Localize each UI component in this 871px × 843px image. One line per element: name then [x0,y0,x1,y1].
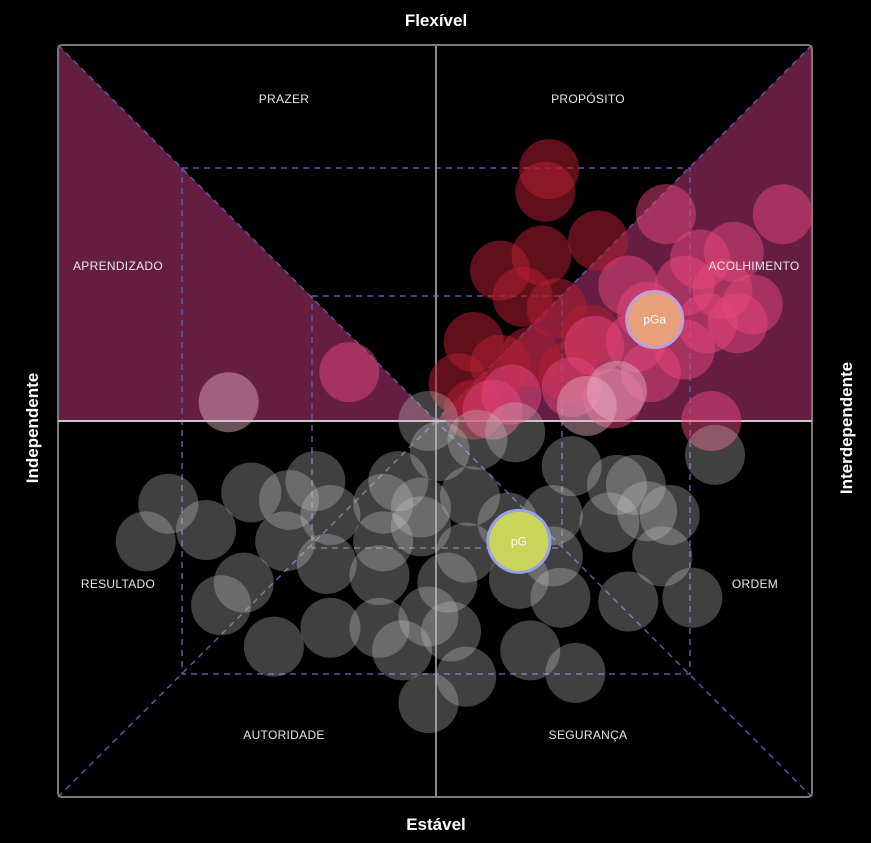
point-cloud [115,139,813,733]
axis-label-left: Independente [23,373,42,484]
white-point-18 [390,477,451,538]
marker-pg-dot [486,508,552,574]
pink-point-21 [462,379,523,440]
white-point-39 [598,571,659,632]
pink-point-18 [583,368,644,429]
diagonal-bottom-left [57,420,437,798]
white-point-46 [115,511,176,572]
white-point-9 [285,451,346,512]
white-point-25 [436,522,497,583]
white-point-14 [258,469,319,530]
white-point-6 [586,454,647,515]
white-point-23 [353,511,414,572]
zone-label-ordem: ORDEM [732,577,778,591]
axis-label-bottom: Estável [406,815,466,834]
zone-label-resultado: RESULTADO [81,577,155,591]
white-point-32 [417,552,478,613]
white-point-27 [296,533,357,594]
pink-point-11 [707,293,768,354]
white-point-45 [662,567,723,628]
white-point-29 [349,545,410,606]
white-point-13 [353,473,414,534]
white-point-30 [632,526,693,587]
white-point-38 [421,601,482,662]
zone-label-acolhimento: ACOLHIMENTO [708,259,799,273]
marker-pg: pG [486,508,552,574]
white-point-12 [617,481,678,542]
marker-pga: pGa [625,289,685,349]
marker-pga-dot [625,289,685,349]
white-point-5 [409,421,470,482]
axis-label-top: Flexível [405,11,467,30]
zone-label-autoridade: AUTORIDADE [243,728,324,742]
dark-red-point-2 [515,161,576,222]
white-point-17 [300,485,361,545]
white-point-1 [398,391,459,451]
zone-label-prazer: PRAZER [259,92,310,106]
white-point-40 [372,620,433,681]
white-point-43 [398,673,459,733]
white-point-49 [684,424,745,485]
axis-label-right: Interdependente [837,362,856,494]
zone-label-aprendizado: APRENDIZADO [73,259,163,273]
light-pink-point-1 [586,360,647,421]
white-point-16 [579,492,640,553]
pink-point-19 [681,391,742,451]
white-point-35 [530,567,591,628]
zone-label-proposito: PROPÓSITO [551,91,625,106]
white-point-41 [500,620,561,681]
marker-pg-label: pG [511,534,527,548]
white-point-34 [398,586,459,647]
white-point-20 [176,500,237,561]
white-point-22 [255,511,316,572]
white-point-47 [639,485,700,545]
white-point-48 [243,616,304,677]
white-point-10 [221,462,282,523]
zone-label-seguranca: SEGURANÇA [549,728,628,742]
dark-red-point-3 [568,210,629,271]
white-point-8 [605,454,666,515]
white-point-11 [439,466,500,527]
pink-point-1 [752,184,813,245]
white-point-36 [300,597,361,658]
pink-point-20 [319,342,380,403]
white-point-28 [213,552,274,613]
pink-point-2 [635,184,696,245]
white-point-2 [485,402,546,463]
light-pink-point-3 [198,372,259,433]
white-point-4 [541,436,602,497]
white-point-24 [390,496,451,557]
light-pink-point-2 [556,375,617,436]
white-point-3 [447,409,508,470]
white-point-37 [349,597,410,658]
white-point-42 [436,646,497,707]
white-point-7 [368,451,429,512]
white-point-44 [545,642,606,703]
diagonal-bottom-right [435,420,813,798]
white-point-15 [138,473,199,534]
white-point-33 [191,575,252,636]
marker-pga-label: pGa [643,312,666,326]
